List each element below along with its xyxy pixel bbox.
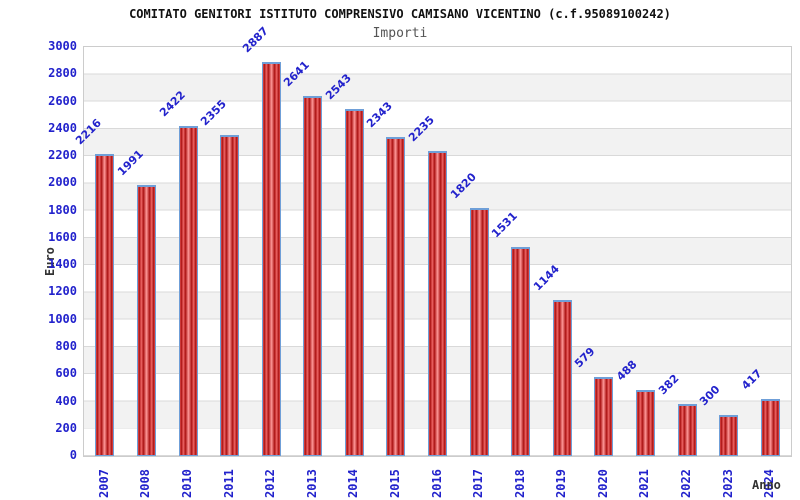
bar-2016 xyxy=(428,151,447,456)
x-tick-label: 2022 xyxy=(679,469,693,498)
bar-2021 xyxy=(635,389,655,456)
x-tick-label: 2013 xyxy=(304,469,319,498)
y-tick-label: 800 xyxy=(55,338,77,353)
y-tick-label: 2800 xyxy=(48,66,77,81)
x-tick-label: 2021 xyxy=(637,469,652,498)
y-tick-label: 2400 xyxy=(48,120,77,135)
x-tick-label: 2020 xyxy=(595,469,610,498)
chart-subtitle: Importi xyxy=(372,26,428,41)
plot-area: 2216 1991 2422 2355 2887 2641 2543 2343 2235 1820… xyxy=(73,25,792,457)
bar-value-label: 2543 xyxy=(322,71,354,103)
y-tick-label: 1400 xyxy=(48,257,77,272)
bar-2017 xyxy=(469,207,489,456)
x-tick-label: 2023 xyxy=(720,469,735,498)
bar-value-label: 579 xyxy=(572,344,598,371)
y-tick-label: 2000 xyxy=(48,175,77,190)
bar-2013 xyxy=(303,95,323,456)
bar-2007 xyxy=(95,153,115,456)
bar-2015 xyxy=(386,136,406,456)
x-axis-title: Anno xyxy=(752,478,781,492)
bar-value-label: 1820 xyxy=(447,170,479,202)
bar-2010 xyxy=(178,125,198,456)
y-tick-label: 2200 xyxy=(48,148,77,163)
bar-2012 xyxy=(261,62,281,456)
bar-value-label: 2422 xyxy=(156,88,188,120)
x-tick-label: 2015 xyxy=(387,469,402,498)
y-tick-label: 400 xyxy=(55,393,77,408)
x-tick-label: 2007 xyxy=(96,469,111,498)
bar-2018 xyxy=(511,247,531,456)
bar-value-label: 2641 xyxy=(281,58,313,90)
bar-2019 xyxy=(552,300,572,456)
bar-value-label: 2235 xyxy=(406,113,437,145)
chart-title: COMITATO GENITORI ISTITUTO COMPRENSIVO C… xyxy=(129,7,671,21)
bar-value-label: 417 xyxy=(738,366,765,393)
bar-value-label: 1531 xyxy=(489,209,521,241)
x-tick-label: 2017 xyxy=(471,469,486,498)
bar-2024 xyxy=(760,399,780,456)
bar-value-label: 2355 xyxy=(198,97,230,129)
bar-2020 xyxy=(594,377,614,456)
bar-2014 xyxy=(344,109,364,456)
bar-value-label: 300 xyxy=(697,382,723,409)
x-tick-label: 2010 xyxy=(180,469,194,498)
x-tick-label: 2011 xyxy=(221,469,236,498)
x-tick-label: 2016 xyxy=(429,469,444,498)
bar-value-label: 382 xyxy=(655,371,682,398)
bar-value-label: 2216 xyxy=(73,116,105,148)
x-tick-label: 2019 xyxy=(554,469,569,498)
bar-2011 xyxy=(220,134,240,456)
bar-2023 xyxy=(719,415,739,456)
y-tick-label: 1200 xyxy=(48,284,77,299)
x-tick-label: 2008 xyxy=(138,469,153,498)
bar-value-label: 488 xyxy=(613,357,640,383)
bar-value-label: 1144 xyxy=(530,262,562,294)
bar-value-label: 1991 xyxy=(114,147,146,178)
bar-value-label: 2343 xyxy=(364,99,396,130)
bar-2022 xyxy=(677,403,697,456)
bar-2008 xyxy=(136,184,156,456)
y-tick-label: 1600 xyxy=(48,229,77,244)
x-tick-label: 2018 xyxy=(512,469,527,498)
y-tick-label: 1000 xyxy=(48,311,77,326)
y-tick-label: 3000 xyxy=(48,39,77,53)
y-tick-label: 1800 xyxy=(48,202,77,217)
y-tick-label: 200 xyxy=(55,420,77,435)
x-tick-label: 2012 xyxy=(263,469,278,498)
x-tick-label: 2014 xyxy=(346,469,361,498)
y-tick-label: 0 xyxy=(69,448,77,462)
y-tick-label: 2600 xyxy=(48,93,77,108)
y-tick-label: 600 xyxy=(55,366,77,381)
